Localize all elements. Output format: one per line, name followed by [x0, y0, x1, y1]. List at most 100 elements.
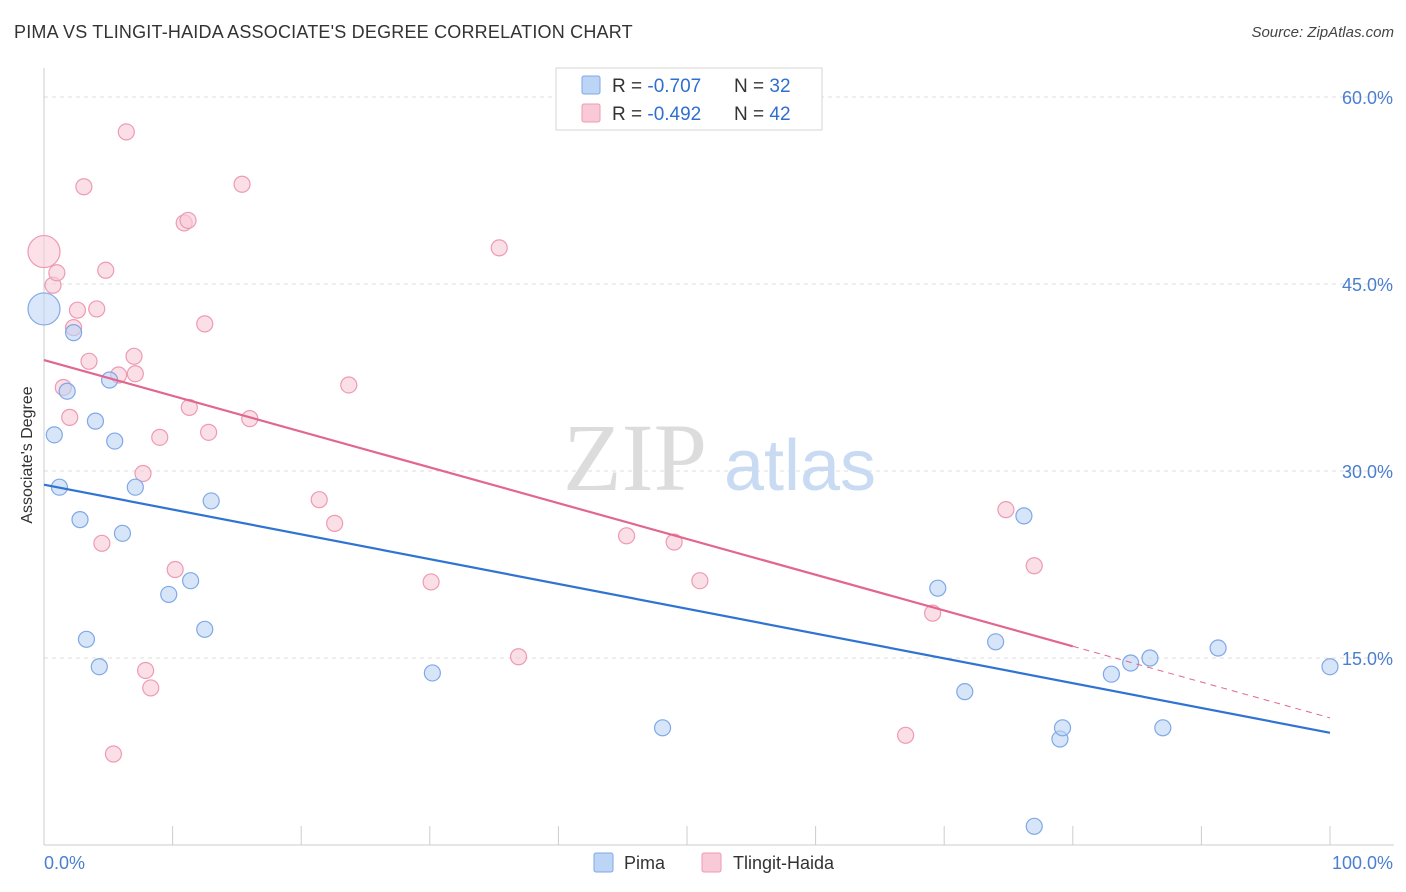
correlation-legend: R = -0.707 N = 32 R = -0.492 N = 42	[555, 67, 823, 131]
y-tick-labels: 15.0% 30.0% 45.0% 60.0%	[1342, 88, 1393, 669]
legend-swatch-tlingit	[581, 103, 601, 123]
data-point	[1209, 639, 1227, 657]
data-point	[1102, 665, 1120, 683]
data-point	[48, 264, 66, 282]
data-point	[897, 726, 915, 744]
data-point	[956, 683, 974, 701]
data-point	[422, 573, 440, 591]
data-point	[126, 365, 144, 383]
tlingit-haida-trend-line	[43, 358, 1074, 648]
data-point	[997, 501, 1015, 519]
trend-lines	[43, 358, 1331, 734]
bottom-legend-tlingit: Tlingit-Haida	[733, 853, 835, 873]
data-point	[77, 630, 96, 648]
data-point	[68, 301, 87, 319]
y-tick-label: 60.0%	[1342, 88, 1393, 108]
y-tick-label: 45.0%	[1342, 275, 1393, 295]
pima-trend-line	[43, 483, 1331, 734]
chart-title: PIMA VS TLINGIT-HAIDA ASSOCIATE'S DEGREE…	[14, 22, 633, 42]
data-point	[64, 324, 83, 342]
legend-n-label: N =	[734, 76, 769, 97]
data-point	[1141, 649, 1159, 667]
data-point	[88, 300, 106, 318]
watermark-zip: ZIP	[563, 404, 707, 511]
data-point	[200, 423, 218, 441]
data-point	[1053, 719, 1072, 737]
data-point	[1122, 654, 1140, 672]
svg-text:R = -0.492: R = -0.492	[612, 104, 701, 125]
data-point	[233, 175, 251, 193]
data-point	[691, 572, 709, 590]
data-point	[617, 527, 636, 545]
data-point	[1154, 719, 1172, 737]
data-point	[27, 292, 61, 326]
data-point	[166, 560, 184, 579]
data-point	[490, 239, 508, 257]
source-label: Source: ZipAtlas.com	[1251, 24, 1394, 41]
legend-r-label: R =	[612, 104, 647, 125]
data-point	[58, 382, 76, 400]
data-point	[196, 620, 214, 638]
data-point	[106, 432, 124, 450]
data-point	[1321, 658, 1339, 676]
data-point	[80, 352, 98, 370]
data-point	[93, 534, 111, 552]
x-tick-labels: 0.0% 100.0%	[44, 853, 1393, 873]
data-point	[665, 533, 683, 551]
data-point	[987, 633, 1005, 651]
data-point	[71, 511, 89, 529]
data-point	[97, 261, 115, 279]
y-tick-label: 30.0%	[1342, 462, 1393, 482]
watermark: ZIP atlas	[563, 404, 876, 511]
data-point	[340, 376, 358, 394]
data-point	[134, 464, 152, 483]
data-point	[179, 211, 197, 230]
data-point	[125, 347, 143, 365]
bottom-legend-pima: Pima	[624, 853, 666, 873]
bottom-legend-swatch-pima	[593, 852, 614, 873]
data-point	[27, 234, 61, 269]
series-legend: Pima Tlingit-Haida	[593, 852, 835, 873]
tlingit-haida-trend-extension	[1072, 645, 1331, 719]
svg-text:R = -0.707: R = -0.707	[612, 76, 701, 97]
data-point	[509, 648, 528, 666]
svg-text:N = 32: N = 32	[734, 76, 791, 97]
data-point	[182, 572, 200, 590]
data-point	[929, 579, 947, 597]
data-point	[90, 658, 108, 676]
legend-n-value: 42	[769, 104, 790, 125]
legend-n-label: N =	[734, 104, 769, 125]
data-point	[117, 123, 135, 141]
data-point	[45, 426, 63, 444]
legend-r-value: -0.492	[647, 104, 701, 125]
data-point	[202, 492, 220, 510]
legend-n-value: 32	[769, 76, 790, 97]
data-point	[1015, 507, 1033, 525]
legend-swatch-pima	[581, 75, 601, 95]
data-point	[160, 585, 178, 604]
data-point	[196, 315, 214, 333]
tlingit-haida-points	[27, 123, 1043, 763]
data-point	[1025, 817, 1043, 835]
data-point	[310, 491, 328, 509]
svg-text:N = 42: N = 42	[734, 104, 791, 125]
data-point	[126, 478, 144, 496]
pima-points	[27, 292, 1339, 835]
x-tick-label: 100.0%	[1332, 853, 1393, 873]
bottom-legend-swatch-tlingit	[701, 852, 722, 873]
watermark-atlas: atlas	[724, 426, 876, 506]
data-point	[61, 408, 79, 426]
axes	[43, 68, 1394, 846]
legend-r-label: R =	[612, 76, 647, 97]
legend-r-value: -0.707	[647, 76, 701, 97]
data-point	[142, 679, 160, 697]
data-point	[86, 412, 105, 430]
data-point	[1025, 557, 1043, 575]
y-tick-label: 15.0%	[1342, 649, 1393, 669]
data-point	[75, 178, 93, 196]
data-point	[151, 428, 169, 446]
data-point	[136, 661, 155, 680]
data-point	[104, 745, 123, 763]
data-point	[326, 514, 344, 532]
